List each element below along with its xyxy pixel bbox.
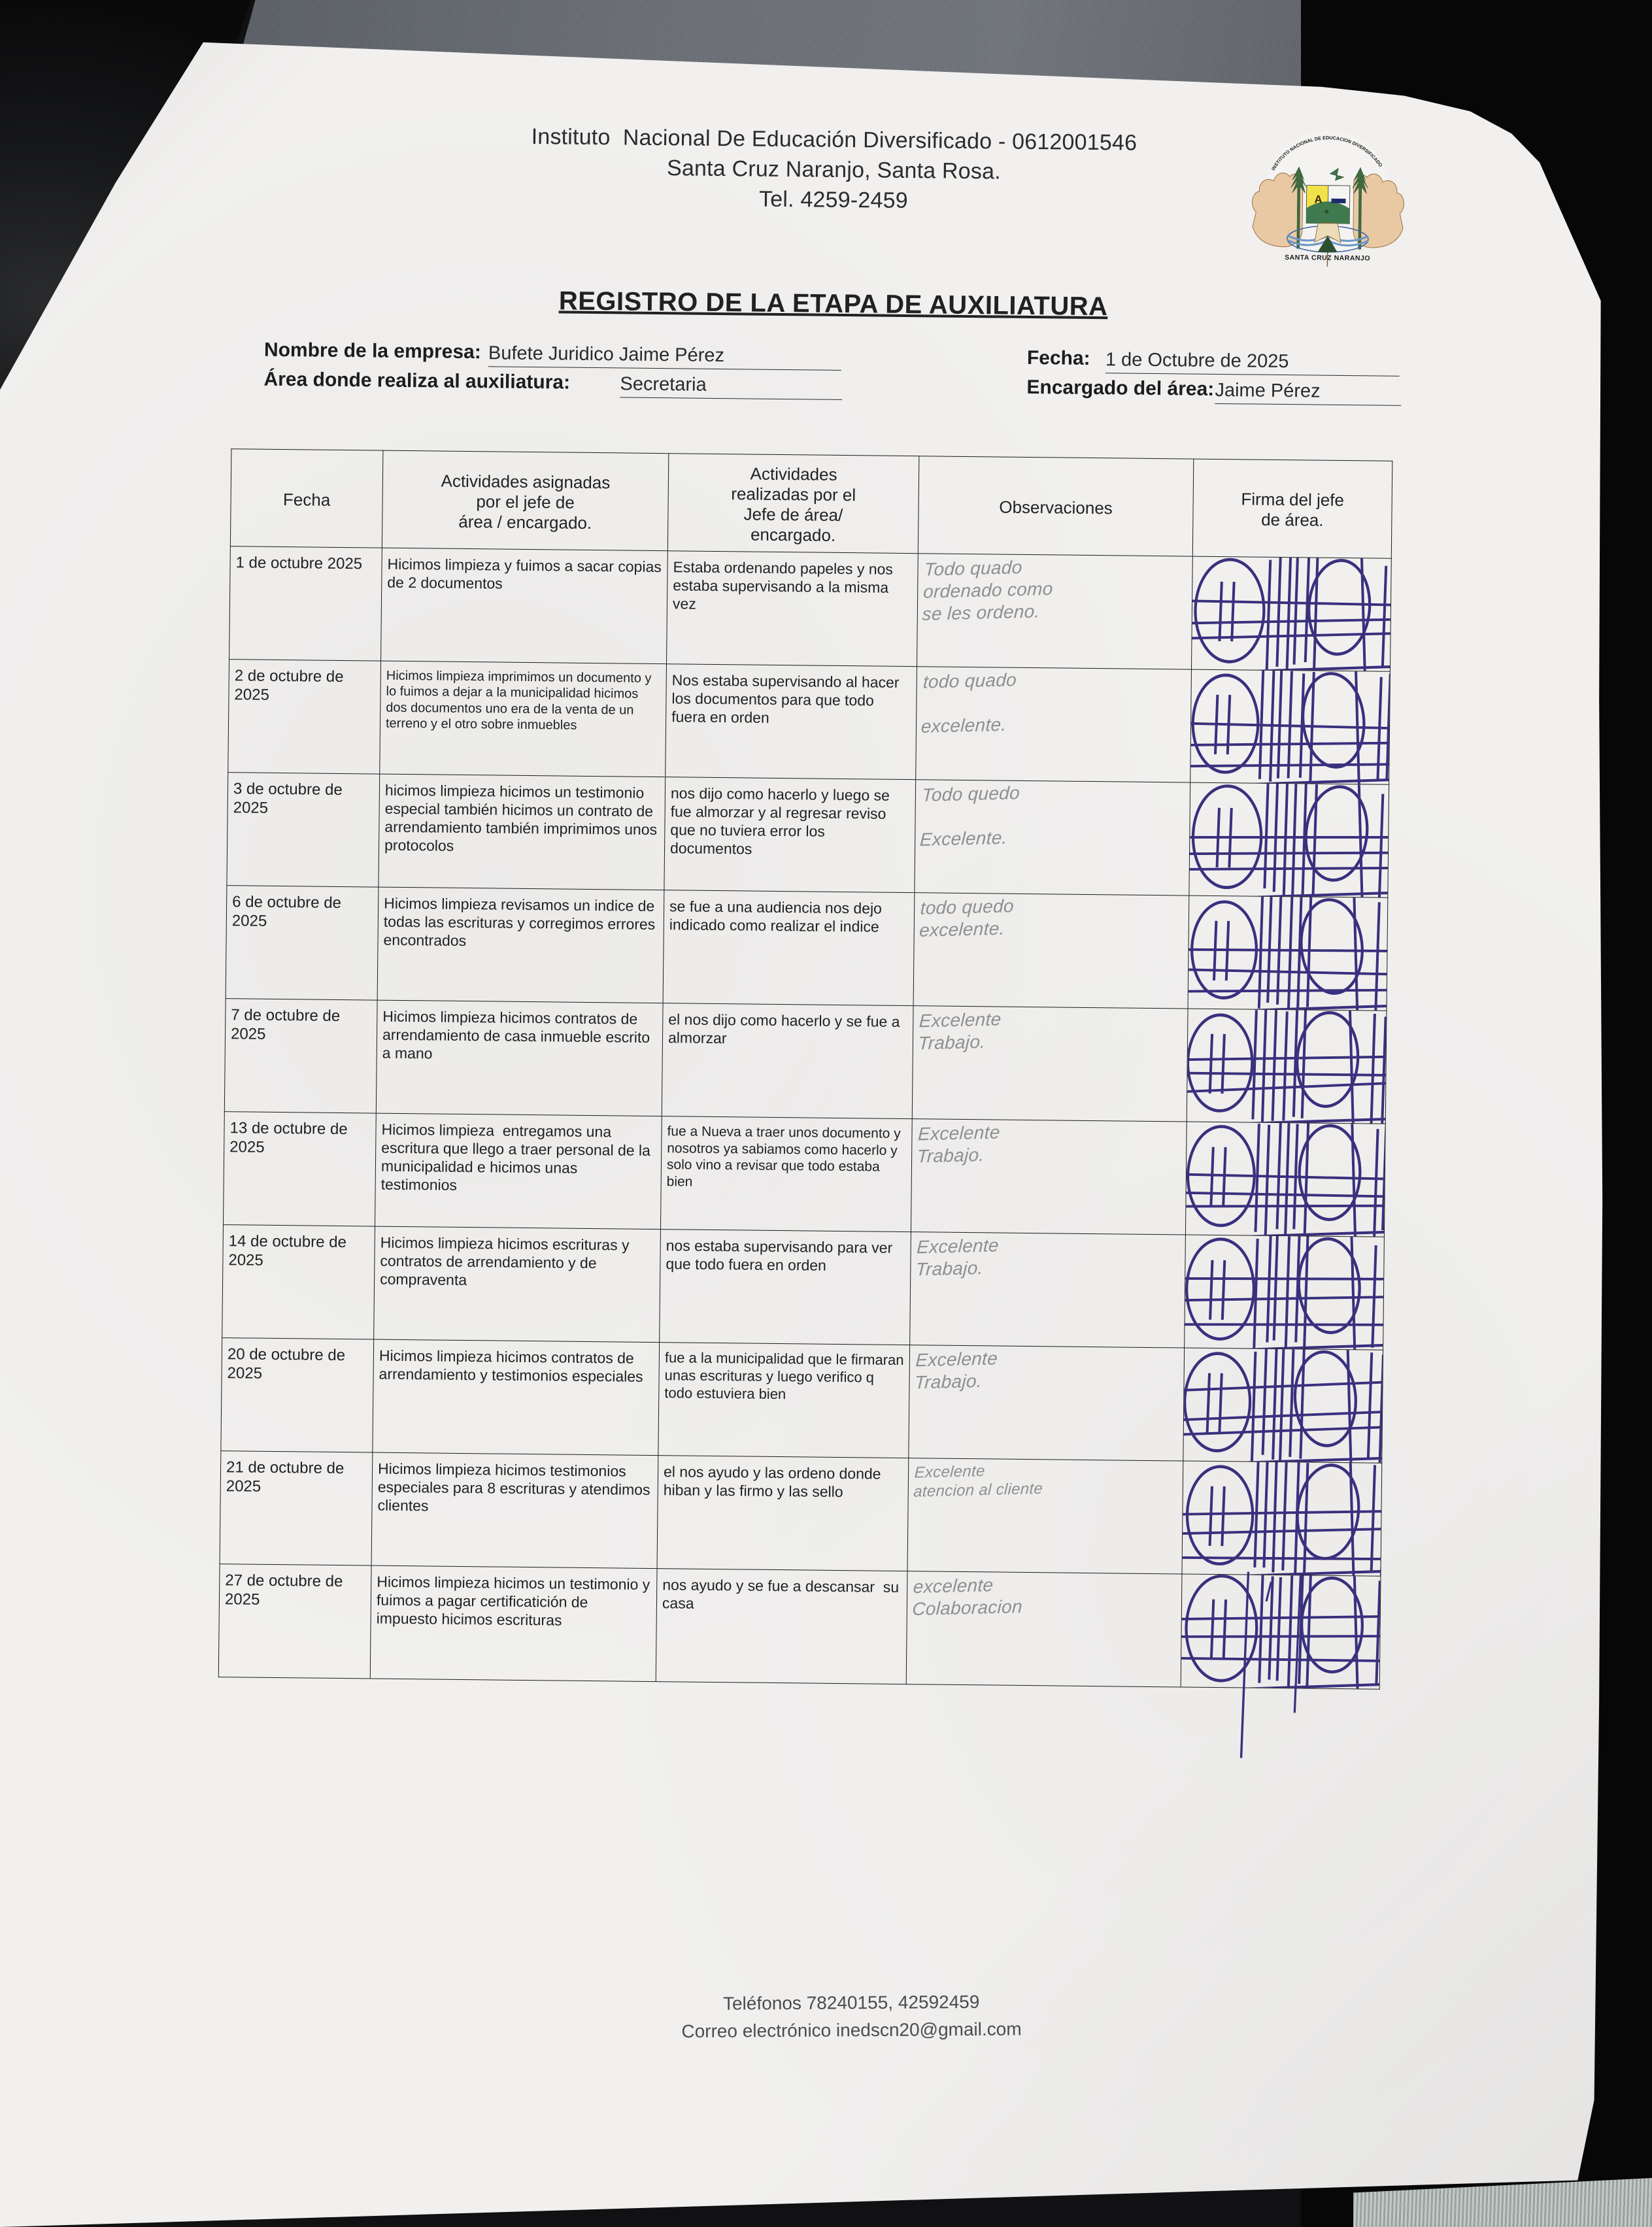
svg-text:A: A xyxy=(1314,193,1322,206)
